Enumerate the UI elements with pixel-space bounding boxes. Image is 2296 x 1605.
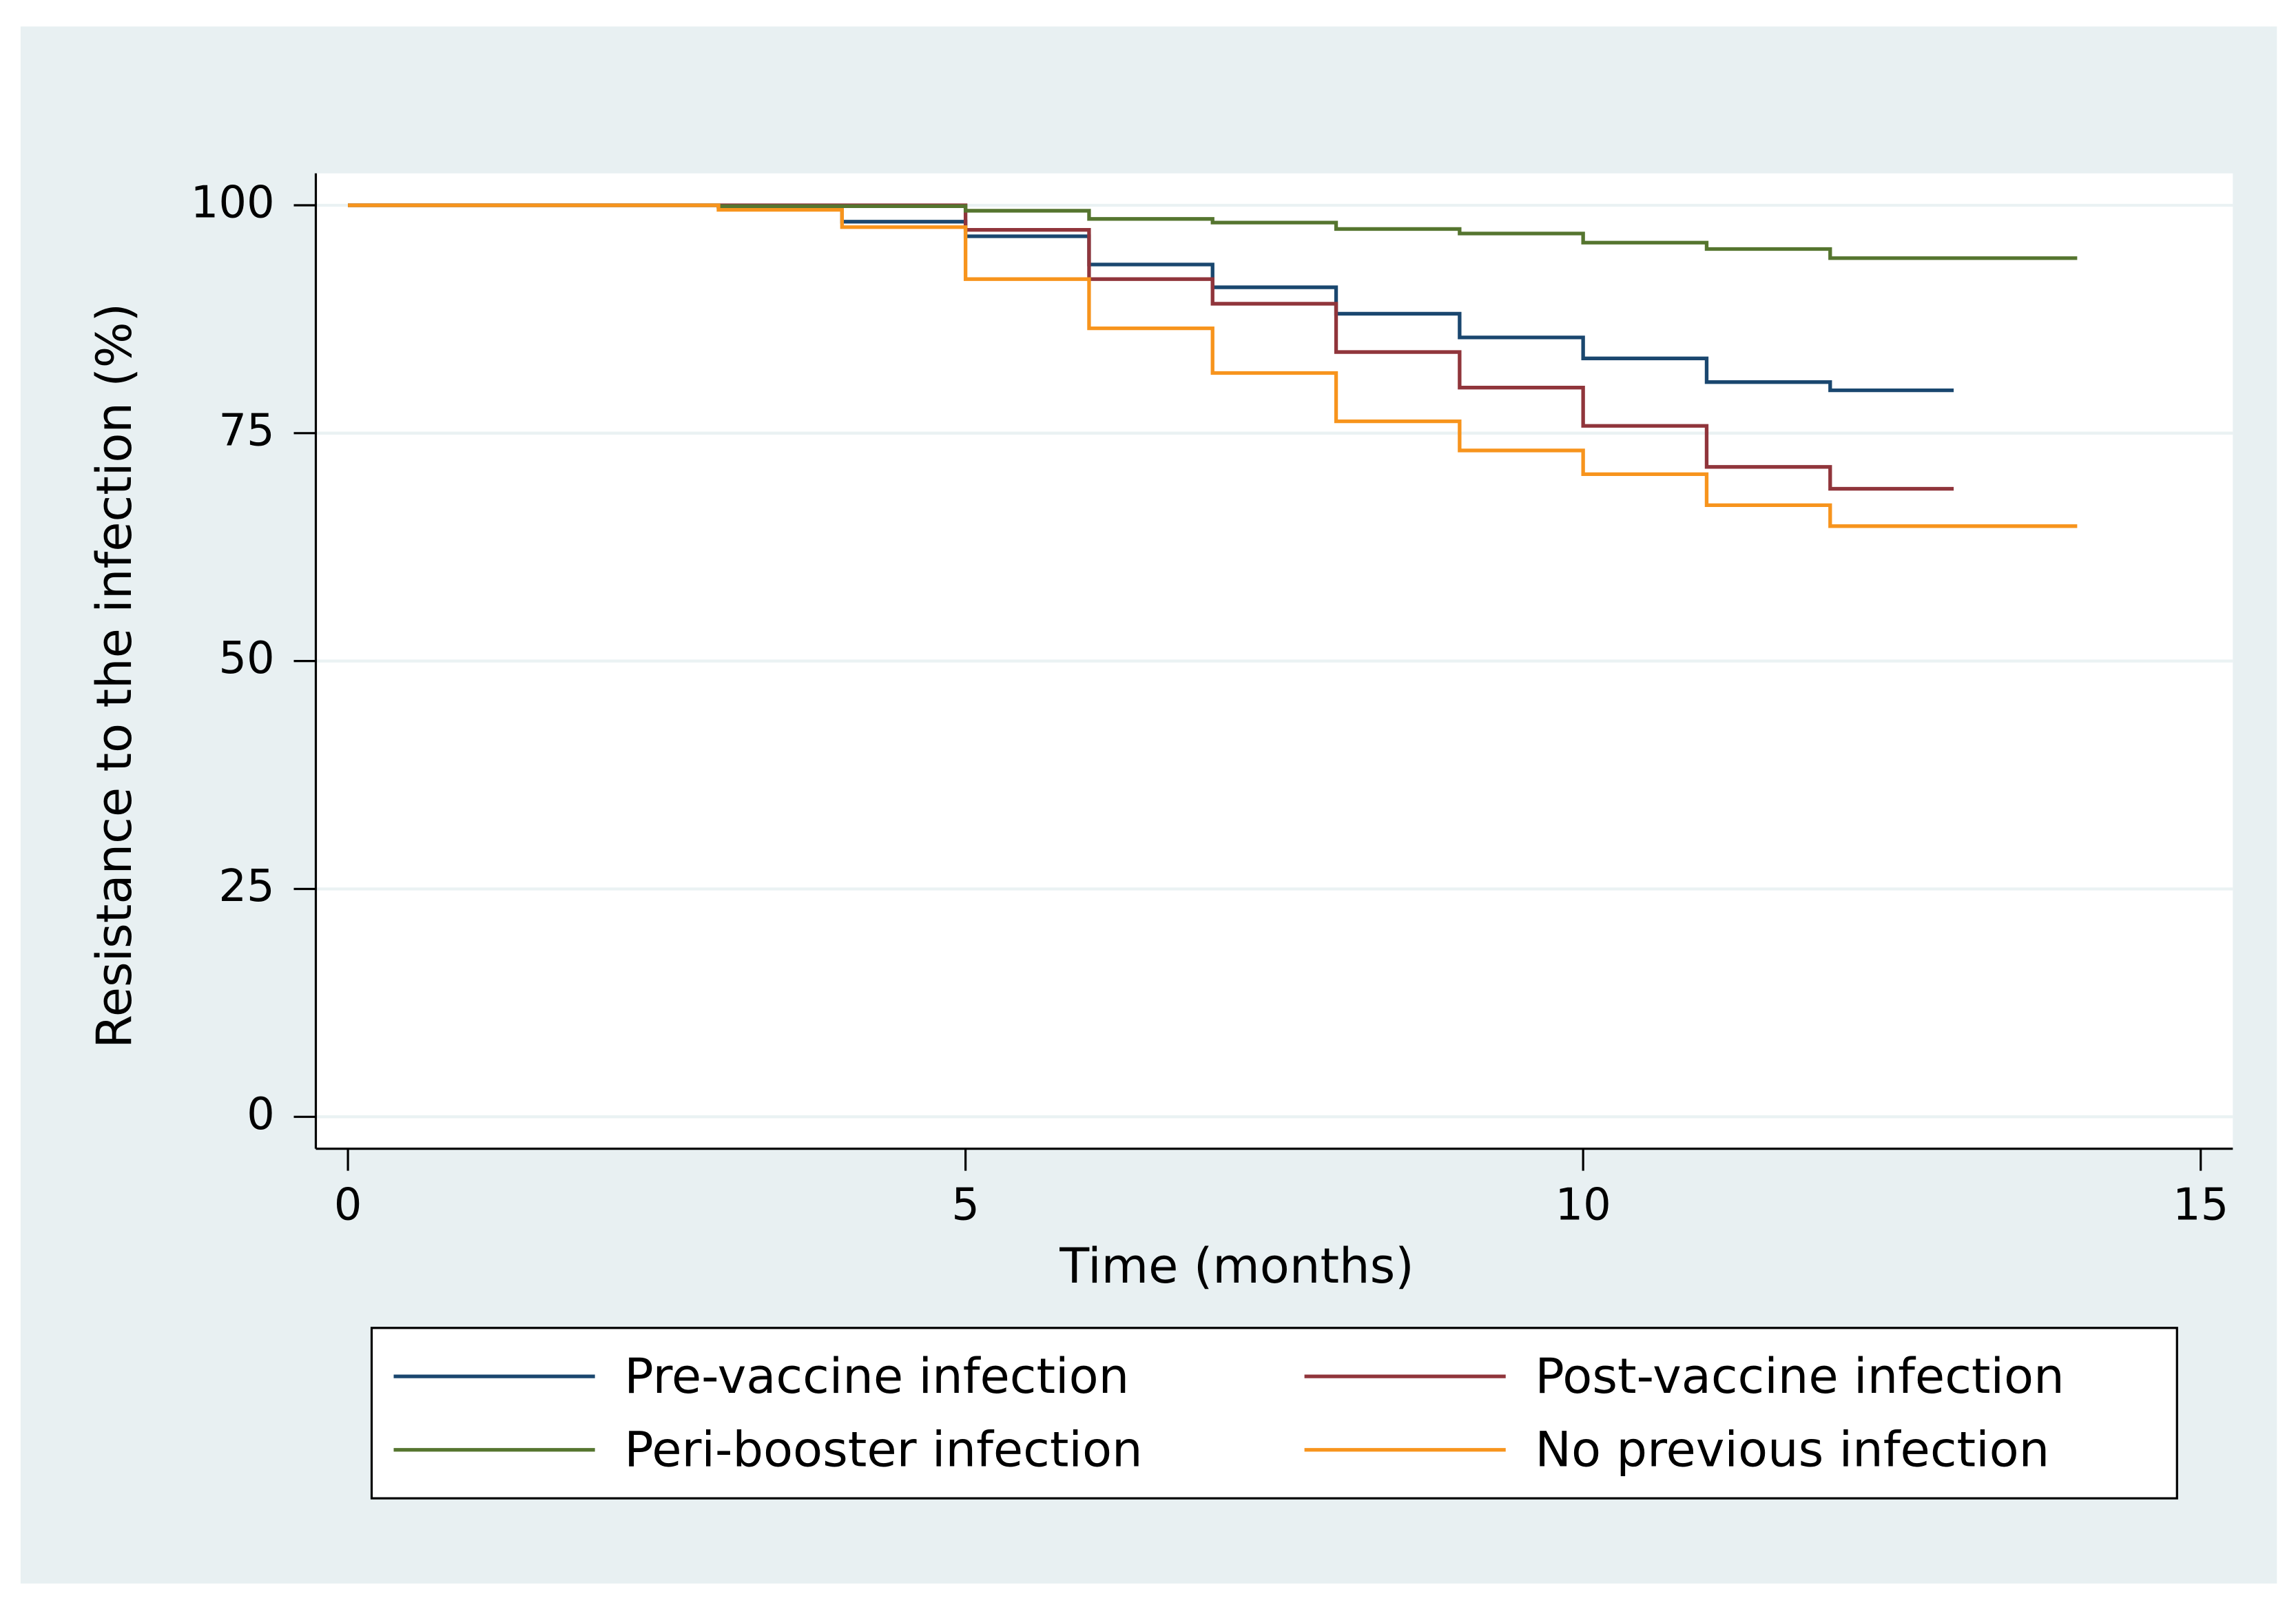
y-tick-label: 100 — [191, 178, 275, 229]
x-axis-title: Time (months) — [1059, 1238, 1414, 1294]
x-tick-label: 10 — [1555, 1179, 1611, 1230]
y-tick-label: 25 — [218, 861, 274, 912]
series-line — [348, 203, 2078, 528]
x-tick-label: 15 — [2173, 1179, 2228, 1230]
y-axis-title: Resistance to the infection (%) — [86, 303, 143, 1048]
x-tick-label: 0 — [334, 1179, 362, 1230]
legend-label: Post-vaccine infection — [1535, 1348, 2064, 1405]
legend-label: Peri-booster infection — [624, 1422, 1142, 1478]
legend-box — [370, 1327, 2178, 1500]
y-tick-label: 75 — [218, 405, 274, 456]
x-tick-label: 5 — [951, 1179, 980, 1230]
y-tick-label: 50 — [218, 633, 274, 684]
legend-label: Pre-vaccine infection — [624, 1348, 1129, 1405]
legend-label: No previous infection — [1535, 1422, 2049, 1478]
y-tick-label: 0 — [247, 1089, 275, 1140]
